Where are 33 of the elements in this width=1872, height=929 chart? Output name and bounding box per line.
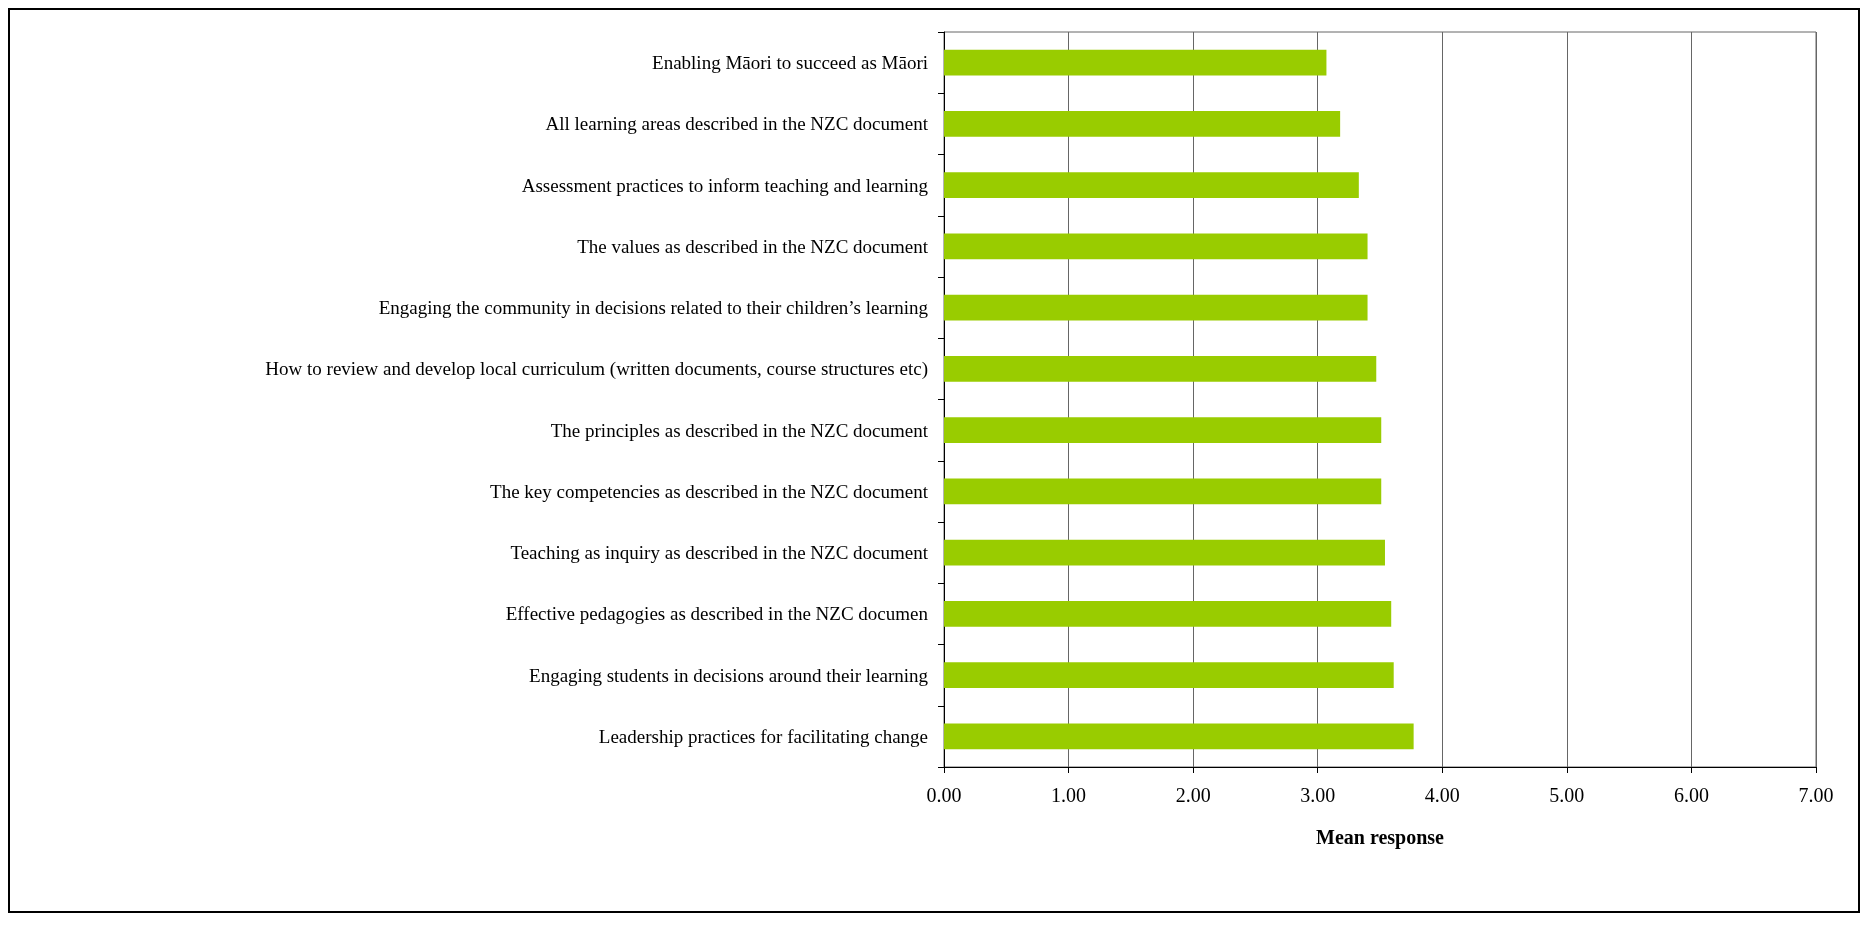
y-tick-label: The key competencies as described in the NZC document xyxy=(490,480,929,502)
bar xyxy=(944,233,1368,260)
y-tick-label: The principles as described in the NZC document xyxy=(550,419,929,441)
bar xyxy=(944,49,1327,76)
x-tick-label: 3.00 xyxy=(1300,784,1336,806)
x-tick-label: 2.00 xyxy=(1175,784,1211,806)
bar xyxy=(944,172,1359,198)
bar xyxy=(944,601,1392,627)
bar xyxy=(944,294,1368,321)
bar xyxy=(944,111,1341,137)
x-tick-label: 0.00 xyxy=(926,784,962,806)
y-tick-label: Leadership practices for facilitating change xyxy=(598,725,928,747)
bar xyxy=(944,539,1385,566)
y-tick-label: The values as described in the NZC document xyxy=(577,235,929,257)
y-tick-label: Assessment practices to inform teaching and learning xyxy=(521,174,929,196)
x-tick-label: 6.00 xyxy=(1673,784,1709,806)
x-tick-label: 7.00 xyxy=(1798,784,1834,806)
y-tick-label: How to review and develop local curriculum (written documents, course structures etc) xyxy=(265,358,928,381)
x-tick-label: 4.00 xyxy=(1424,784,1460,806)
bar xyxy=(944,723,1414,750)
bar xyxy=(944,356,1377,382)
x-axis-title: Mean response xyxy=(1316,826,1445,849)
y-tick-label: Engaging students in decisions around their learning xyxy=(529,664,929,686)
y-tick-label: Enabling Māori to succeed as Māori xyxy=(652,52,928,74)
y-tick-label: Teaching as inquiry as described in the NZC document xyxy=(510,542,929,564)
y-tick-label: Engaging the community in decisions related to their children’s learning xyxy=(378,297,929,319)
bar xyxy=(944,417,1382,443)
bar xyxy=(944,478,1382,505)
x-tick-label: 5.00 xyxy=(1549,784,1585,806)
bar xyxy=(944,662,1394,688)
y-tick-label: Effective pedagogies as described in the NZC documen xyxy=(505,603,929,625)
x-tick-label: 1.00 xyxy=(1051,784,1087,806)
y-tick-label: All learning areas described in the NZC document xyxy=(545,113,929,135)
